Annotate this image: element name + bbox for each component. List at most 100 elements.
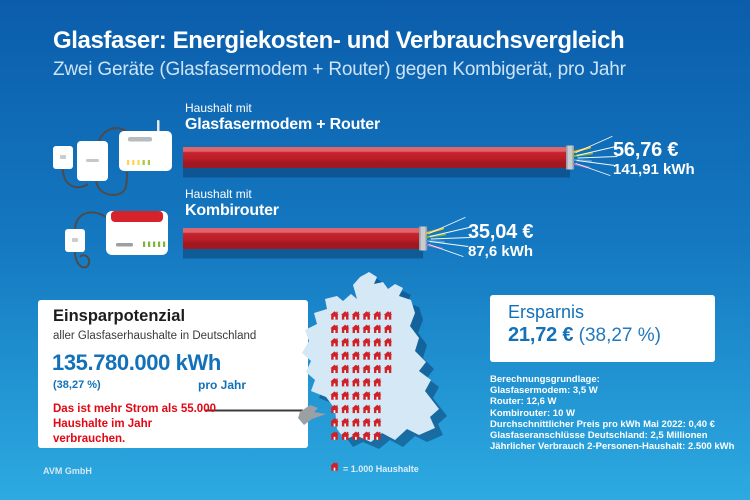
modem-slot <box>86 159 99 162</box>
house-icon <box>373 431 382 440</box>
kombirouter-leds <box>143 241 166 247</box>
row2-device-name: Kombirouter <box>185 202 279 219</box>
kombirouter-icon <box>106 211 168 255</box>
house-icon <box>373 418 382 427</box>
house-icon <box>341 404 350 414</box>
house-icon <box>341 324 350 333</box>
house-icon <box>362 364 371 374</box>
house-icon <box>373 324 382 333</box>
savings-percent: (38,27 %) <box>578 325 661 346</box>
house-icon <box>330 404 339 414</box>
row2-label-prefix: Haushalt mit <box>185 187 252 201</box>
row1-cost: 56,76 € <box>613 139 679 161</box>
house-icon <box>330 311 339 320</box>
row1-label-prefix: Haushalt mit <box>185 101 252 115</box>
house-icon <box>362 404 371 414</box>
fiber-modem-icon <box>77 141 108 181</box>
savings-value: 21,72 € <box>508 324 574 346</box>
cable <box>62 168 89 189</box>
house-icon <box>351 378 361 387</box>
savings-box <box>490 295 715 362</box>
house-icon <box>373 391 382 400</box>
savings-title: Ersparnis <box>508 302 585 322</box>
note-line2: Haushalte im Jahr verbrauchen. <box>53 418 153 445</box>
house-icon <box>351 351 361 360</box>
house-icon <box>373 404 382 414</box>
cable <box>74 251 91 269</box>
savings-potential-value: 135.780.000 kWh <box>52 350 221 375</box>
router-antenna <box>157 120 160 133</box>
calc-line: Kombirouter: 10 W <box>490 407 575 419</box>
house-icon <box>341 378 350 387</box>
house-icon <box>362 431 371 440</box>
house-icon <box>373 311 382 320</box>
router-slot <box>128 137 152 142</box>
house-icon <box>351 364 361 374</box>
bar-kombirouter <box>183 217 471 259</box>
row1-device-name: Glasfasermodem + Router <box>185 116 381 133</box>
calc-line: Glasfasermodem: 3,5 W <box>490 385 598 397</box>
row2-cost: 35,04 € <box>468 221 534 243</box>
house-icon <box>351 418 361 427</box>
kombirouter-red-band <box>111 211 163 222</box>
house-icon <box>341 418 350 427</box>
bar-glasfasermodem-router <box>183 136 618 178</box>
row2-label: Haushalt mit Kombirouter <box>185 187 279 220</box>
credit-label: AVM GmbH <box>43 466 92 476</box>
house-icon <box>351 338 361 347</box>
row1-label: Haushalt mit Glasfasermodem + Router <box>185 101 380 134</box>
house-icon <box>373 351 382 360</box>
house-icon <box>341 351 350 360</box>
kombirouter-slot <box>116 243 133 247</box>
row2-consumption: 87,6 kWh <box>468 243 534 260</box>
row2-values: 35,04 € 87,6 kWh <box>468 221 534 260</box>
savings-potential-subtitle: aller Glasfaserhaushalte in Deutschland <box>53 330 257 342</box>
house-icon <box>373 338 382 347</box>
house-icon <box>330 324 339 333</box>
house-icon <box>351 324 361 333</box>
house-icon <box>373 364 382 374</box>
houses-grid <box>330 311 393 440</box>
house-icon <box>341 431 350 440</box>
house-icon <box>351 311 361 320</box>
house-icon <box>373 378 382 387</box>
cable <box>95 171 128 196</box>
cable <box>97 127 128 145</box>
house-icon <box>362 324 371 333</box>
devices-glasfasermodem-router <box>53 120 172 196</box>
page-title: Glasfaser: Energiekosten- und Verbrauchs… <box>53 27 625 54</box>
house-icon <box>330 338 339 347</box>
house-icon <box>330 391 339 400</box>
legend-house-icon <box>330 462 339 471</box>
house-icon <box>362 338 371 347</box>
savings-potential-box <box>38 300 308 448</box>
house-icon <box>330 378 339 387</box>
germany-map <box>302 272 447 449</box>
router-icon <box>119 131 172 171</box>
socket-slot <box>72 238 78 242</box>
house-icon <box>341 391 350 400</box>
calc-line: Durchschnittlicher Preis pro kWh Mai 202… <box>490 418 715 430</box>
house-icon <box>362 391 371 400</box>
house-icon <box>383 311 393 320</box>
house-icon <box>330 418 339 427</box>
house-icon <box>341 338 350 347</box>
savings-potential-percent: (38,27 %) <box>53 379 101 391</box>
houses-legend-label: = 1.000 Haushalte <box>343 464 419 474</box>
devices-kombirouter <box>65 211 168 269</box>
savings-potential-per: pro Jahr <box>198 378 247 392</box>
house-icon <box>383 351 393 360</box>
row1-values: 56,76 € 141,91 kWh <box>613 139 695 178</box>
house-icon <box>383 324 393 333</box>
house-icon <box>341 364 350 374</box>
calculation-basis: Berechnungsgrundlage: Glasfasermodem: 3,… <box>490 374 745 452</box>
house-icon <box>351 431 361 440</box>
calculation-basis-title: Berechnungsgrundlage: <box>490 374 600 385</box>
cable <box>74 211 107 231</box>
germany-map-shape <box>302 272 439 442</box>
house-icon <box>330 431 339 440</box>
wall-socket-icon <box>53 146 73 169</box>
page-subtitle: Zwei Geräte (Glasfasermodem + Router) ge… <box>53 59 626 80</box>
socket-slot <box>60 155 66 159</box>
